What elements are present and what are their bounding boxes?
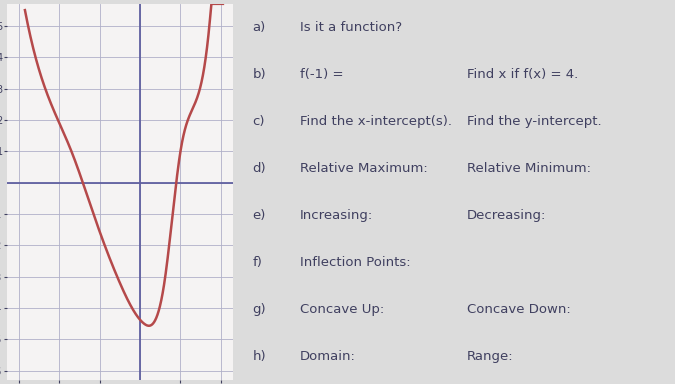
Text: f): f) (252, 256, 263, 269)
Text: Concave Up:: Concave Up: (300, 303, 384, 316)
Text: Relative Maximum:: Relative Maximum: (300, 162, 427, 175)
Text: Find the y-intercept.: Find the y-intercept. (467, 115, 601, 128)
Text: Range:: Range: (467, 350, 514, 363)
Text: c): c) (252, 115, 265, 128)
Text: Increasing:: Increasing: (300, 209, 373, 222)
Text: Decreasing:: Decreasing: (467, 209, 546, 222)
Text: d): d) (252, 162, 266, 175)
Text: Find the x-intercept(s).: Find the x-intercept(s). (300, 115, 452, 128)
Text: e): e) (252, 209, 266, 222)
Text: a): a) (252, 21, 266, 34)
Text: h): h) (252, 350, 266, 363)
Text: Domain:: Domain: (300, 350, 356, 363)
Text: g): g) (252, 303, 266, 316)
Text: Inflection Points:: Inflection Points: (300, 256, 410, 269)
Text: Is it a function?: Is it a function? (300, 21, 402, 34)
Text: Find x if f(x) = 4.: Find x if f(x) = 4. (467, 68, 578, 81)
Text: Relative Minimum:: Relative Minimum: (467, 162, 591, 175)
Text: f(-1) =: f(-1) = (300, 68, 343, 81)
Text: Concave Down:: Concave Down: (467, 303, 570, 316)
Text: b): b) (252, 68, 266, 81)
